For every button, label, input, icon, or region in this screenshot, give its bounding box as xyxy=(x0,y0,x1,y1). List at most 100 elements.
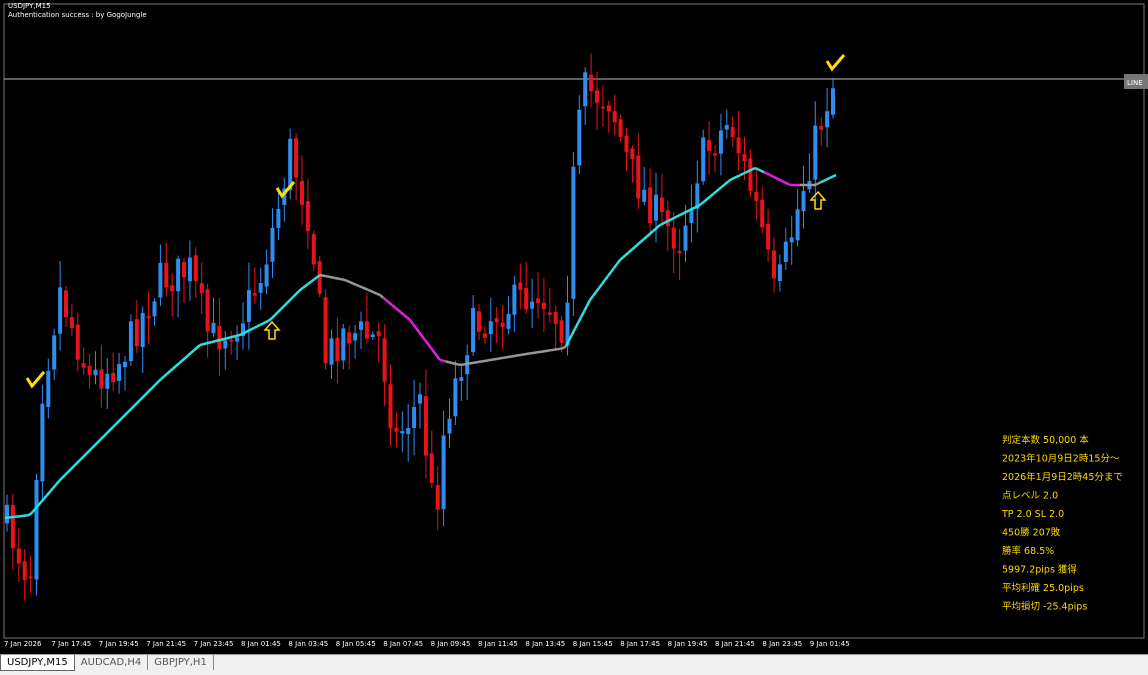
moving-average xyxy=(572,329,575,335)
moving-average xyxy=(785,183,788,185)
moving-average xyxy=(308,282,311,284)
candle xyxy=(684,226,688,251)
moving-average xyxy=(122,415,125,418)
candle xyxy=(35,480,39,580)
candle xyxy=(99,369,103,388)
moving-average xyxy=(62,475,65,478)
moving-average xyxy=(158,379,161,382)
moving-average xyxy=(128,409,131,412)
stat-line: 平均利確 25.0pips xyxy=(1002,582,1084,594)
moving-average xyxy=(284,303,287,306)
moving-average xyxy=(758,169,761,170)
moving-average xyxy=(302,286,305,288)
moving-average xyxy=(188,353,191,356)
candle xyxy=(825,111,829,127)
stat-line: 平均損切 -25.4pips xyxy=(1002,601,1087,613)
moving-average xyxy=(185,356,188,359)
candle xyxy=(495,318,499,322)
moving-average xyxy=(443,361,446,362)
moving-average xyxy=(323,276,326,277)
moving-average xyxy=(638,242,641,245)
moving-average xyxy=(500,358,503,359)
moving-average xyxy=(53,485,56,489)
moving-average xyxy=(473,362,476,363)
candle xyxy=(58,287,62,333)
candle xyxy=(719,131,723,154)
moving-average xyxy=(377,294,380,295)
candle xyxy=(52,335,56,369)
moving-average xyxy=(641,239,644,242)
moving-average xyxy=(173,366,176,369)
moving-average xyxy=(383,298,386,301)
moving-average xyxy=(743,172,746,173)
candle xyxy=(784,242,788,262)
moving-average xyxy=(113,424,116,427)
moving-average xyxy=(833,175,836,176)
moving-average xyxy=(386,300,389,303)
moving-average xyxy=(134,403,137,406)
candle xyxy=(188,258,192,282)
up-arrow xyxy=(265,322,279,339)
moving-average xyxy=(362,287,365,288)
candle xyxy=(831,88,835,115)
moving-average xyxy=(245,331,248,333)
moving-average xyxy=(707,197,710,200)
tab[interactable]: USDJPY,M15 xyxy=(0,655,75,671)
time-label: 7 Jan 21:45 xyxy=(146,640,186,648)
moving-average xyxy=(110,427,113,430)
stat-line: 2026年1月9日2時45分まで xyxy=(1002,471,1123,483)
stat-line: 勝率 68.5% xyxy=(1002,545,1054,557)
moving-average xyxy=(50,488,53,492)
moving-average xyxy=(44,495,47,499)
check-mark xyxy=(827,55,844,69)
moving-average xyxy=(719,187,722,190)
moving-average xyxy=(755,168,758,169)
candle xyxy=(743,154,747,161)
time-label: 8 Jan 15:45 xyxy=(573,640,613,648)
moving-average xyxy=(290,297,293,300)
candle xyxy=(613,111,617,122)
moving-average xyxy=(692,208,695,210)
tab[interactable]: AUDCAD,H4 xyxy=(75,655,148,670)
candle xyxy=(583,72,587,106)
moving-average xyxy=(632,247,635,250)
moving-average xyxy=(689,209,692,211)
moving-average xyxy=(242,333,245,335)
moving-average xyxy=(659,224,662,226)
moving-average xyxy=(773,177,776,179)
moving-average xyxy=(635,244,638,247)
moving-average xyxy=(494,359,497,360)
candle xyxy=(507,314,511,329)
moving-average xyxy=(611,268,614,272)
candle xyxy=(365,321,369,338)
candle xyxy=(589,75,593,91)
moving-average xyxy=(680,214,683,216)
moving-average xyxy=(770,175,773,177)
candle xyxy=(324,297,328,363)
tab[interactable]: GBPJPY,H1 xyxy=(148,655,214,670)
moving-average xyxy=(419,332,422,336)
chart: USDJPY,M15 Authentication success : by G… xyxy=(0,0,1148,654)
candle xyxy=(17,548,21,563)
moving-average xyxy=(461,364,464,365)
moving-average xyxy=(623,255,626,258)
time-label: 8 Jan 21:45 xyxy=(715,640,755,648)
candle xyxy=(40,404,44,482)
moving-average xyxy=(815,184,818,185)
moving-average xyxy=(227,338,230,339)
candle xyxy=(577,110,581,165)
moving-average xyxy=(281,306,284,309)
candle xyxy=(790,238,794,243)
moving-average xyxy=(449,362,452,363)
moving-average xyxy=(347,281,350,282)
candle xyxy=(88,366,92,375)
candle xyxy=(554,312,558,324)
candle xyxy=(247,290,251,322)
candle xyxy=(347,332,351,343)
moving-average xyxy=(401,313,404,316)
moving-average xyxy=(68,469,71,472)
candle xyxy=(330,338,334,364)
candle xyxy=(731,127,735,137)
candle xyxy=(813,126,817,180)
moving-average xyxy=(137,400,140,403)
